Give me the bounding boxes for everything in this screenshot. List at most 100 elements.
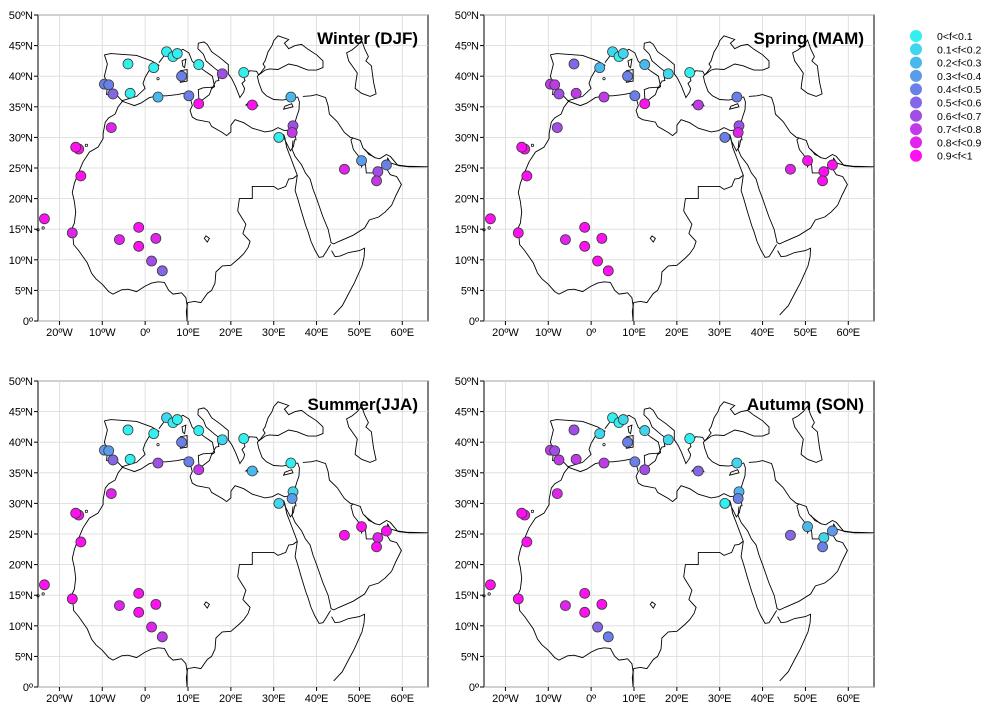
station-marker — [551, 122, 563, 134]
y-tick-label: 20ºN — [455, 560, 479, 572]
station-marker — [107, 88, 119, 100]
station-marker — [356, 155, 367, 167]
station-marker — [622, 70, 633, 82]
station-marker — [551, 488, 563, 500]
small-island — [602, 77, 606, 81]
coastline — [631, 134, 744, 322]
station-marker — [285, 91, 297, 103]
legend-label: 0<f<0.1 — [937, 31, 973, 43]
station-marker — [570, 453, 582, 465]
station-marker — [516, 141, 528, 153]
legend-label: 0.5<f<0.6 — [937, 98, 982, 110]
station-marker — [592, 621, 603, 633]
station-marker — [596, 598, 608, 610]
station-marker — [273, 131, 285, 143]
x-tick-label: 50ºE — [794, 327, 818, 339]
x-tick-label: 20ºW — [46, 693, 73, 704]
y-tick-label: 30ºN — [455, 132, 479, 144]
y-tick-label: 40ºN — [455, 437, 479, 449]
station-marker — [114, 600, 125, 612]
map-panel: 20ºW 10ºW 0º 10ºE 20ºE 30ºE 40ºE 50ºE 60ºE 0º 5ºN 1… — [9, 376, 429, 704]
station-marker — [594, 428, 606, 440]
y-tick-label: 20ºN — [9, 560, 33, 572]
station-marker — [70, 141, 82, 153]
y-tick-label: 15ºN — [9, 590, 33, 602]
island-outline — [649, 601, 656, 609]
coastline — [331, 613, 366, 682]
legend-item: 0.2<f<0.3 — [910, 56, 982, 70]
station-marker — [521, 536, 533, 548]
station-marker — [246, 465, 258, 477]
legend-label: 0.9<f<1 — [937, 151, 973, 163]
small-island — [84, 509, 88, 513]
y-tick-label: 25ºN — [455, 163, 479, 175]
coastline — [740, 175, 778, 258]
map-panels: 20ºW 10ºW 0º 10ºE 20ºE 30ºE 40ºE 50ºE 60ºE 0º 5ºN 1… — [9, 10, 875, 704]
coastline — [777, 613, 812, 682]
coastline — [810, 148, 821, 158]
coastline — [294, 541, 332, 624]
x-tick-label: 20ºW — [46, 327, 73, 339]
x-tick-label: 0º — [140, 693, 150, 704]
small-island — [36, 228, 40, 232]
coastline — [737, 140, 848, 245]
x-tick-label: 60ºE — [836, 327, 860, 339]
small-island — [41, 226, 45, 230]
station-marker — [719, 497, 731, 509]
legend-swatch — [910, 43, 922, 56]
axes: 20ºW 10ºW 0º 10ºE 20ºE 30ºE 40ºE 50ºE 60ºE 0º 5ºN 1… — [9, 10, 414, 339]
station-marker — [122, 424, 134, 436]
island-outline — [643, 86, 659, 104]
legend-swatch — [910, 30, 922, 42]
station-marker — [152, 91, 164, 103]
station-marker — [521, 170, 533, 182]
station-marker — [103, 79, 115, 91]
panel-title: Winter (DJF) — [317, 29, 418, 48]
x-tick-label: 20ºE — [665, 693, 689, 704]
y-tick-label: 35ºN — [455, 102, 479, 114]
island-outline — [792, 39, 823, 97]
station-marker — [148, 62, 160, 74]
coastline — [294, 175, 332, 258]
small-island — [487, 226, 491, 230]
y-tick-label: 50ºN — [455, 10, 479, 22]
small-island — [482, 228, 486, 232]
island-outline — [197, 452, 213, 470]
x-tick-label: 30ºE — [262, 693, 286, 704]
legend-item: 0.5<f<0.6 — [910, 96, 982, 110]
x-tick-label: 40ºE — [305, 693, 329, 704]
small-island — [602, 443, 606, 447]
x-tick-label: 60ºE — [836, 693, 860, 704]
legend-item: 0.1<f<0.2 — [910, 43, 982, 56]
x-tick-label: 10ºW — [535, 693, 562, 704]
station-marker — [785, 163, 796, 175]
small-island — [156, 443, 160, 447]
axes: 20ºW 10ºW 0º 10ºE 20ºE 30ºE 40ºE 50ºE 60ºE 0º 5ºN 1… — [455, 376, 860, 704]
station-marker — [238, 67, 250, 78]
station-marker — [133, 606, 145, 618]
station-marker — [598, 457, 610, 469]
station-marker — [150, 598, 162, 610]
island-outline — [643, 452, 659, 470]
island-outline — [181, 58, 187, 69]
island-outline — [649, 235, 656, 243]
legend-label: 0.3<f<0.4 — [937, 71, 982, 83]
panel-title: Summer(JJA) — [307, 395, 418, 414]
x-tick-label: 50ºE — [794, 693, 818, 704]
station-marker — [817, 175, 828, 187]
island-outline — [346, 405, 377, 463]
island-outline — [627, 58, 633, 69]
station-marker — [549, 79, 561, 91]
y-tick-label: 30ºN — [9, 498, 33, 510]
station-marker — [568, 424, 580, 436]
small-island — [156, 77, 160, 81]
station-marker — [193, 59, 205, 70]
station-markers — [485, 412, 838, 643]
y-tick-label: 30ºN — [455, 498, 479, 510]
x-tick-label: 10ºE — [176, 327, 200, 339]
y-tick-label: 25ºN — [9, 529, 33, 541]
y-tick-label: 5ºN — [15, 285, 33, 297]
y-tick-label: 15ºN — [9, 224, 33, 236]
station-marker — [692, 99, 704, 111]
x-tick-label: 10ºE — [176, 693, 200, 704]
